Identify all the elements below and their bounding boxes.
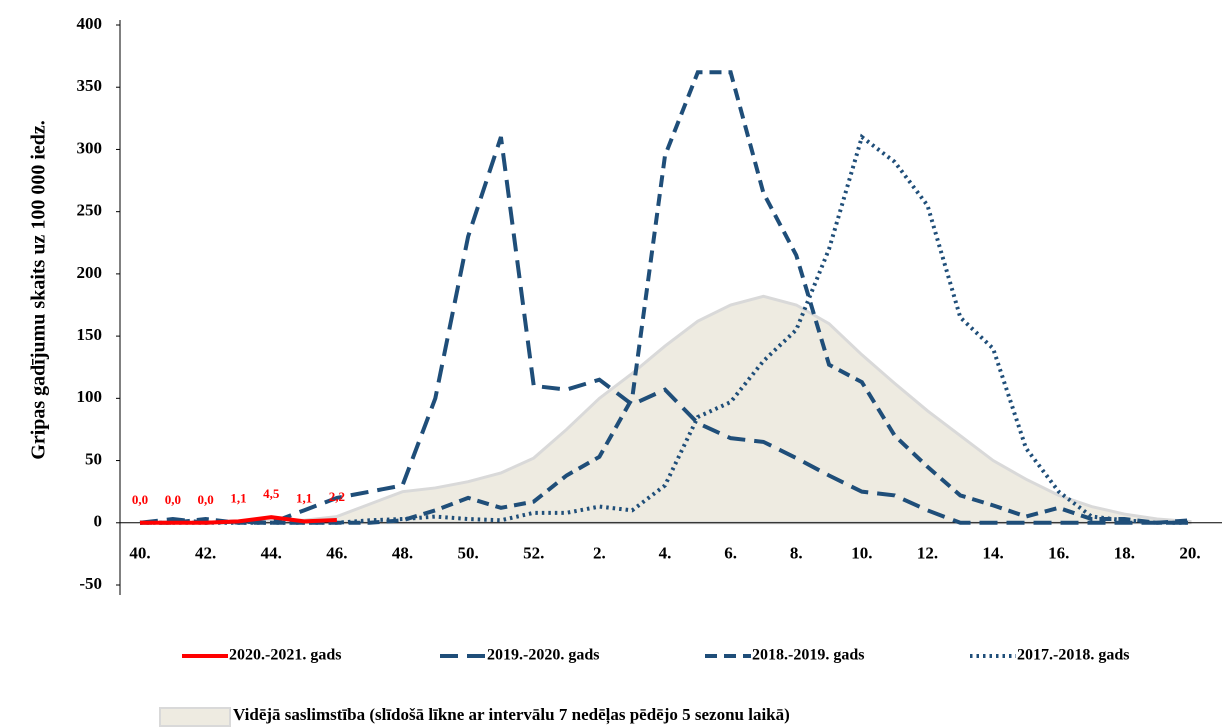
data-label: 2,2 <box>329 489 345 504</box>
x-tick-label: 10. <box>851 544 872 563</box>
legend-label: 2017.-2018. gads <box>1017 647 1129 664</box>
x-tick-label: 18. <box>1114 544 1135 563</box>
series-line <box>140 133 1190 525</box>
y-tick-label: 400 <box>77 14 103 33</box>
data-label: 0,0 <box>132 492 148 507</box>
x-tick-label: 44. <box>261 544 282 563</box>
x-tick-label: 6. <box>724 544 737 563</box>
y-tick-label: 0 <box>94 512 103 531</box>
x-tick-label: 48. <box>392 544 413 563</box>
x-tick-label: 14. <box>983 544 1004 563</box>
x-tick-label: 52. <box>523 544 544 563</box>
legend-swatch <box>159 707 231 727</box>
y-tick-label: 300 <box>77 138 103 157</box>
data-label: 0,0 <box>198 492 214 507</box>
x-tick-label: 50. <box>458 544 479 563</box>
series-line <box>139 136 1190 525</box>
legend-label: 2018.-2019. gads <box>752 647 864 664</box>
x-tick-label: 42. <box>195 544 216 563</box>
x-tick-label: 8. <box>790 544 803 563</box>
x-tick-label: 40. <box>129 544 150 563</box>
legend-label: 2019.-2020. gads <box>487 647 599 664</box>
y-tick-label: 200 <box>77 263 103 282</box>
legend-label: Vidējā saslimstība (slīdošā līkne ar int… <box>233 705 790 725</box>
data-label: 0,0 <box>165 492 181 507</box>
x-tick-label: 20. <box>1179 544 1200 563</box>
x-tick-label: 4. <box>659 544 672 563</box>
y-tick-label: 100 <box>77 387 103 406</box>
x-tick-label: 2. <box>593 544 606 563</box>
y-tick-label: 50 <box>85 449 102 468</box>
data-label: 4,5 <box>263 486 280 501</box>
series-line <box>140 515 337 525</box>
legend-label: 2020.-2021. gads <box>229 647 341 664</box>
x-tick-label: 12. <box>917 544 938 563</box>
y-tick-label: 350 <box>77 76 103 95</box>
y-tick-label: -50 <box>79 574 102 593</box>
x-tick-label: 16. <box>1048 544 1069 563</box>
y-axis-label: Gripas gadījumu skaits uz 100 000 iedz. <box>28 120 50 459</box>
average-area <box>140 294 1192 525</box>
data-label: 1,1 <box>296 490 312 505</box>
data-label: 1,1 <box>230 490 246 505</box>
y-tick-label: 250 <box>77 201 103 220</box>
y-tick-label: 150 <box>77 325 103 344</box>
x-tick-label: 46. <box>326 544 347 563</box>
